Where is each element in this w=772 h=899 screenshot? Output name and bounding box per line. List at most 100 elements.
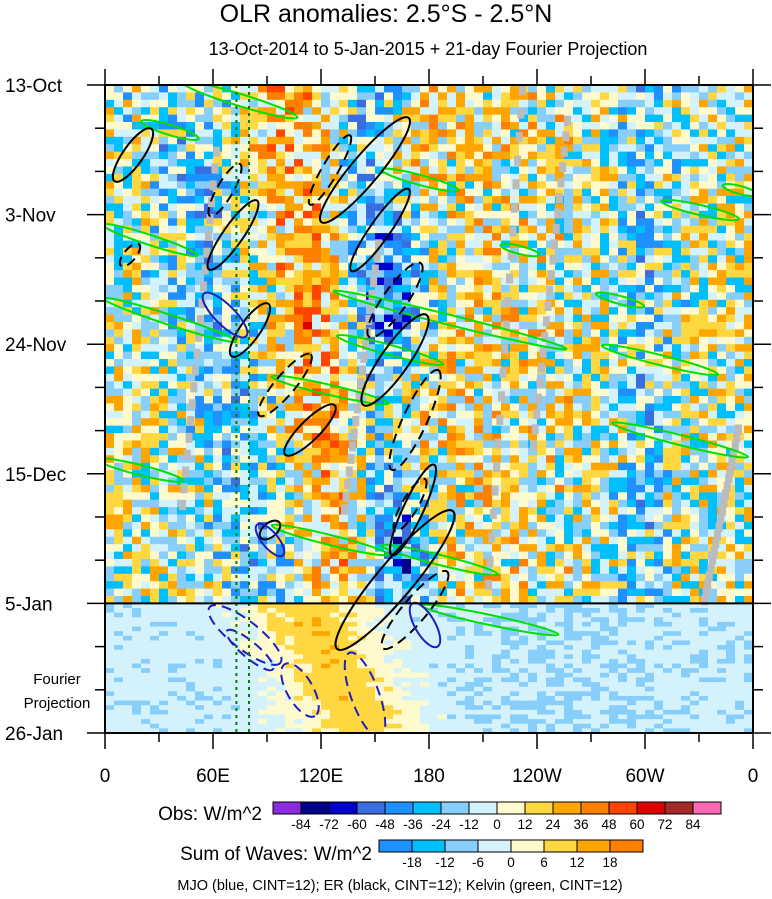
obs-cell: [141, 455, 151, 464]
obs-cell: [402, 166, 412, 175]
obs-cell: [222, 558, 232, 567]
obs-cell: [546, 225, 556, 234]
obs-cell: [501, 129, 511, 138]
obs-cell: [258, 166, 268, 175]
obs-cell: [402, 514, 412, 523]
obs-cell: [636, 336, 646, 345]
obs-cell: [735, 255, 745, 264]
obs-cell: [285, 173, 295, 182]
obs-cell: [195, 447, 205, 456]
obs-cell: [699, 566, 709, 575]
obs-cell: [564, 314, 574, 323]
obs-cell: [348, 336, 358, 345]
obs-cell: [123, 470, 133, 479]
obs-cell: [501, 136, 511, 145]
obs-cell: [150, 203, 160, 212]
obs-cell: [528, 492, 538, 501]
obs-cell: [555, 144, 565, 153]
obs-cell: [321, 284, 331, 293]
obs-cell: [204, 366, 214, 375]
obs-cell: [564, 144, 574, 153]
obs-cell: [330, 262, 340, 271]
obs-cell: [492, 307, 502, 316]
obs-cell: [672, 492, 682, 501]
obs-cell: [150, 307, 160, 316]
obs-cell: [195, 499, 205, 508]
obs-cell: [546, 114, 556, 123]
obs-cell: [357, 159, 367, 168]
obs-cell: [483, 181, 493, 190]
obs-cell: [510, 255, 520, 264]
obs-cell: [357, 344, 367, 353]
obs-cell: [672, 284, 682, 293]
obs-cell: [627, 240, 637, 249]
obs-cell: [177, 114, 187, 123]
obs-cell: [519, 151, 529, 160]
obs-cell: [231, 225, 241, 234]
obs-cell: [249, 284, 259, 293]
obs-cell: [366, 196, 376, 205]
obs-cell: [249, 151, 259, 160]
obs-cell: [114, 166, 124, 175]
obs-cell: [519, 373, 529, 382]
obs-cell: [330, 529, 340, 538]
obs-cell: [420, 418, 430, 427]
obs-cell: [294, 321, 304, 330]
obs-cell: [708, 92, 718, 101]
obs-cell: [222, 418, 232, 427]
obs-cell: [501, 166, 511, 175]
obs-cell: [600, 418, 610, 427]
obs-cell: [339, 233, 349, 242]
obs-cell: [285, 277, 295, 286]
obs-cell: [447, 477, 457, 486]
obs-cell: [636, 92, 646, 101]
obs-cell: [258, 440, 268, 449]
obs-cell: [240, 410, 250, 419]
obs-cell: [744, 507, 753, 516]
obs-cell: [222, 388, 232, 397]
obs-cell: [735, 529, 745, 538]
obs-cell: [744, 514, 753, 523]
obs-cell: [600, 440, 610, 449]
obs-cell: [708, 425, 718, 434]
obs-cell: [141, 114, 151, 123]
obs-cell: [681, 173, 691, 182]
obs-cell: [726, 173, 736, 182]
obs-cell: [618, 284, 628, 293]
obs-cell: [276, 455, 286, 464]
obs-cell: [258, 514, 268, 523]
obs-cell: [123, 114, 133, 123]
obs-cell: [150, 240, 160, 249]
obs-cell: [582, 314, 592, 323]
obs-cell: [348, 314, 358, 323]
obs-cell: [357, 433, 367, 442]
obs-cell: [681, 181, 691, 190]
obs-cell: [339, 321, 349, 330]
obs-cell: [285, 284, 295, 293]
obs-cell: [375, 507, 385, 516]
obs-cell: [312, 396, 322, 405]
obs-cell: [420, 196, 430, 205]
obs-cell: [672, 129, 682, 138]
obs-cell: [339, 218, 349, 227]
obs-cell: [663, 122, 673, 131]
obs-cell: [627, 396, 637, 405]
obs-cell: [285, 196, 295, 205]
obs-cell: [555, 277, 565, 286]
obs-cell: [591, 447, 601, 456]
obs-cell: [429, 314, 439, 323]
obs-cell: [645, 351, 655, 360]
obs-cell: [195, 410, 205, 419]
obs-cell: [627, 351, 637, 360]
obs-cell: [618, 573, 628, 582]
obs-cell: [492, 499, 502, 508]
obs-cell: [303, 529, 313, 538]
obs-cell: [276, 210, 286, 219]
obs-cell: [537, 477, 547, 486]
obs-cell: [564, 247, 574, 256]
obs-cell: [402, 521, 412, 530]
obs-cell: [609, 240, 619, 249]
obs-cell: [501, 403, 511, 412]
obs-cell: [564, 255, 574, 264]
obs-cell: [411, 359, 421, 368]
